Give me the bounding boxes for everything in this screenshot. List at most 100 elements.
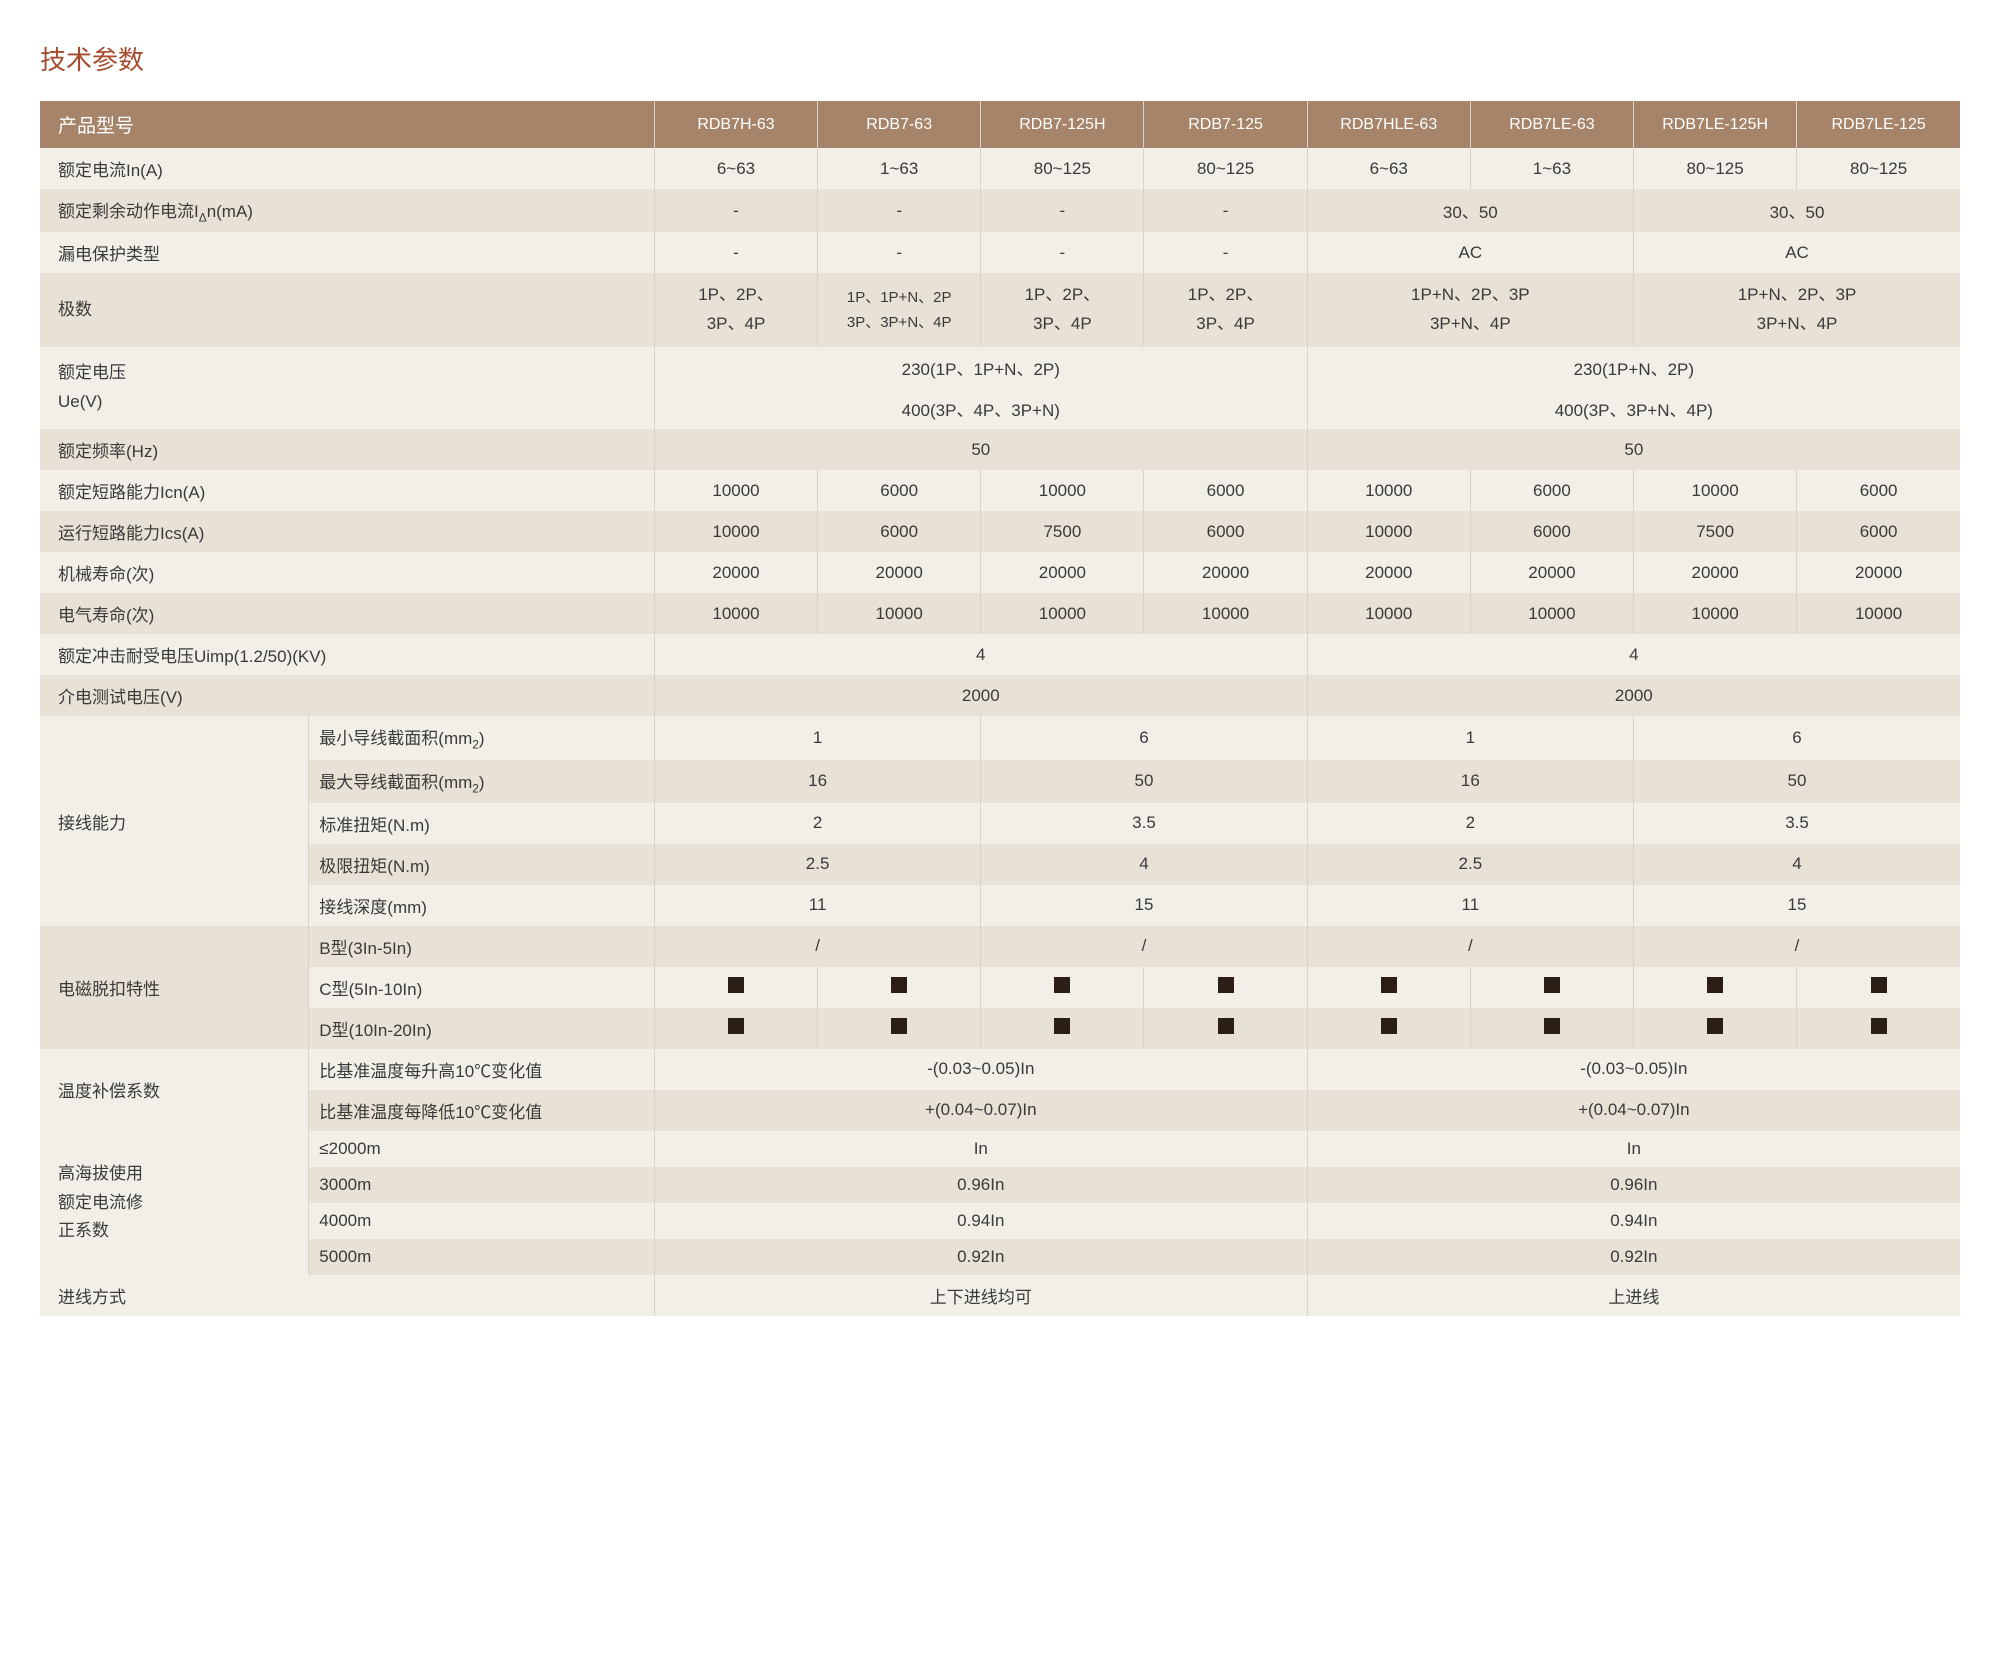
cell — [1634, 1008, 1797, 1049]
table-row: 极限扭矩(N.m) 2.542.54 — [40, 844, 1960, 885]
cell — [1470, 1008, 1633, 1049]
cell: 20000 — [654, 552, 817, 593]
cell: 10000 — [654, 593, 817, 634]
cell: - — [1144, 189, 1307, 232]
cell: 2000 — [654, 675, 1307, 716]
cell — [1634, 967, 1797, 1008]
filled-square-icon — [1707, 1018, 1723, 1034]
cell: 上下进线均可 — [654, 1275, 1307, 1316]
cell: 10000 — [654, 470, 817, 511]
cell: In — [654, 1131, 1307, 1167]
cell: 20000 — [1307, 552, 1470, 593]
cell: 230(1P、1P+N、2P) — [654, 347, 1307, 388]
row-label: 额定电压Ue(V) — [40, 347, 654, 429]
cell: 10000 — [1634, 593, 1797, 634]
cell: / — [1634, 926, 1960, 967]
row-label: 额定电流In(A) — [40, 148, 654, 189]
row-label: 电气寿命(次) — [40, 593, 654, 634]
cell: 20000 — [1470, 552, 1633, 593]
table-row: C型(5In-10In) — [40, 967, 1960, 1008]
cell — [1144, 1008, 1307, 1049]
cell: 10000 — [1470, 593, 1633, 634]
spec-table: 产品型号 RDB7H-63 RDB7-63 RDB7-125H RDB7-125… — [40, 101, 1960, 1316]
table-row: 额定频率(Hz) 50 50 — [40, 429, 1960, 470]
cell: - — [981, 232, 1144, 273]
row-sublabel: 3000m — [309, 1167, 655, 1203]
cell: 6~63 — [1307, 148, 1470, 189]
col-header: RDB7LE-63 — [1470, 101, 1633, 148]
cell: 20000 — [981, 552, 1144, 593]
cell: 10000 — [654, 511, 817, 552]
row-label: 额定短路能力Icn(A) — [40, 470, 654, 511]
table-row: 接线能力 最小导线截面积(mm2) 1616 — [40, 716, 1960, 759]
cell — [981, 1008, 1144, 1049]
cell: 20000 — [818, 552, 981, 593]
cell: 0.92In — [654, 1239, 1307, 1275]
cell — [1797, 967, 1960, 1008]
cell: 1~63 — [1470, 148, 1633, 189]
cell: 10000 — [1307, 470, 1470, 511]
cell: 10000 — [1797, 593, 1960, 634]
cell: 6000 — [1144, 511, 1307, 552]
cell: 6000 — [1470, 511, 1633, 552]
row-label: 运行短路能力Ics(A) — [40, 511, 654, 552]
table-row: 额定冲击耐受电压Uimp(1.2/50)(KV) 4 4 — [40, 634, 1960, 675]
cell: 80~125 — [1144, 148, 1307, 189]
cell: 1P+N、2P、3P3P+N、4P — [1307, 273, 1633, 347]
table-row: 标准扭矩(N.m) 23.523.5 — [40, 803, 1960, 844]
row-label: 机械寿命(次) — [40, 552, 654, 593]
cell: - — [818, 189, 981, 232]
cell: -(0.03~0.05)In — [654, 1049, 1307, 1090]
header-label: 产品型号 — [40, 101, 654, 148]
filled-square-icon — [728, 1018, 744, 1034]
cell: 11 — [654, 885, 980, 926]
cell: 1 — [1307, 716, 1633, 759]
cell: 0.94In — [654, 1203, 1307, 1239]
row-label: 介电测试电压(V) — [40, 675, 654, 716]
cell — [981, 967, 1144, 1008]
cell: 6000 — [1144, 470, 1307, 511]
cell: AC — [1307, 232, 1633, 273]
row-label: 漏电保护类型 — [40, 232, 654, 273]
cell: 10000 — [981, 593, 1144, 634]
group-label: 高海拔使用额定电流修正系数 — [40, 1131, 309, 1275]
cell: 2 — [1307, 803, 1633, 844]
row-sublabel: 最大导线截面积(mm2) — [309, 760, 655, 803]
cell: - — [981, 189, 1144, 232]
cell — [654, 967, 817, 1008]
cell: +(0.04~0.07)In — [1307, 1090, 1960, 1131]
filled-square-icon — [1871, 977, 1887, 993]
table-row: 额定电流In(A) 6~63 1~63 80~125 80~125 6~63 1… — [40, 148, 1960, 189]
table-row: 机械寿命(次) 20000200002000020000200002000020… — [40, 552, 1960, 593]
cell: 6000 — [818, 470, 981, 511]
row-label: 额定剩余动作电流IΔn(mA) — [40, 189, 654, 232]
cell: - — [818, 232, 981, 273]
col-header: RDB7H-63 — [654, 101, 817, 148]
row-sublabel: 最小导线截面积(mm2) — [309, 716, 655, 759]
cell: 16 — [1307, 760, 1633, 803]
cell: 1 — [654, 716, 980, 759]
cell: 30、50 — [1307, 189, 1633, 232]
cell: 1P、2P、3P、4P — [654, 273, 817, 347]
cell: / — [981, 926, 1307, 967]
cell: 11 — [1307, 885, 1633, 926]
cell: - — [654, 189, 817, 232]
cell: 20000 — [1144, 552, 1307, 593]
filled-square-icon — [1218, 977, 1234, 993]
cell: 7500 — [1634, 511, 1797, 552]
table-row: 温度补偿系数 比基准温度每升高10℃变化值 -(0.03~0.05)In-(0.… — [40, 1049, 1960, 1090]
col-header: RDB7LE-125 — [1797, 101, 1960, 148]
table-row: 介电测试电压(V) 2000 2000 — [40, 675, 1960, 716]
filled-square-icon — [1054, 1018, 1070, 1034]
cell — [818, 1008, 981, 1049]
filled-square-icon — [1054, 977, 1070, 993]
cell: AC — [1634, 232, 1960, 273]
row-sublabel: D型(10In-20In) — [309, 1008, 655, 1049]
filled-square-icon — [1381, 1018, 1397, 1034]
cell: 6000 — [1797, 470, 1960, 511]
cell — [654, 1008, 817, 1049]
cell: 400(3P、3P+N、4P) — [1307, 388, 1960, 429]
table-row: 漏电保护类型 - - - - AC AC — [40, 232, 1960, 273]
cell: 30、50 — [1634, 189, 1960, 232]
table-row: 电气寿命(次) 10000100001000010000100001000010… — [40, 593, 1960, 634]
